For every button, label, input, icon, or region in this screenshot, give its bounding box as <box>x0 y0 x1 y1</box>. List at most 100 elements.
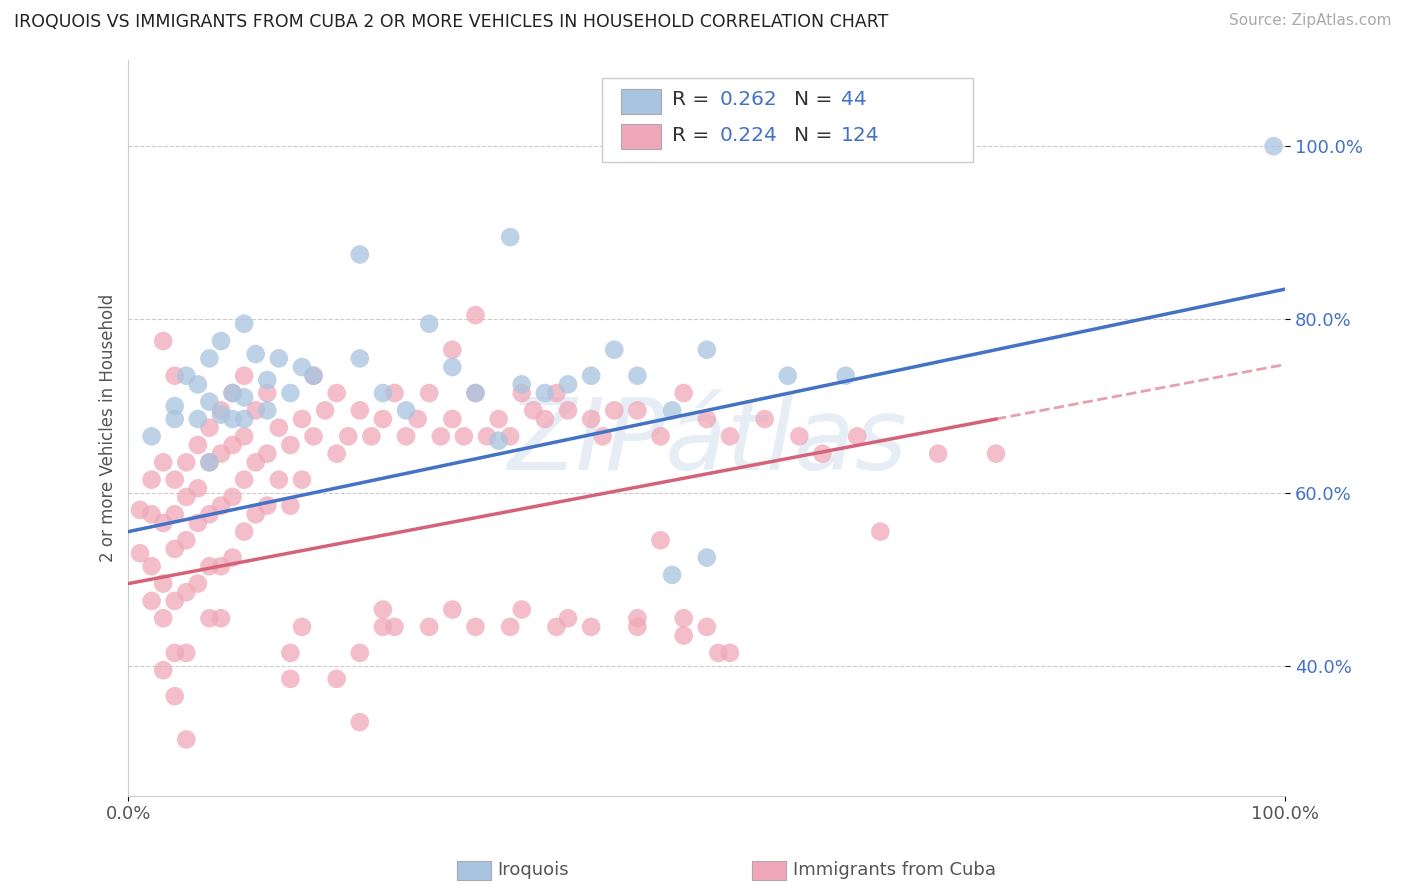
Point <box>302 368 325 383</box>
Point <box>163 368 186 383</box>
Point <box>129 546 152 560</box>
Point <box>256 499 278 513</box>
Point <box>499 230 522 244</box>
Point <box>650 429 672 443</box>
Point <box>349 351 371 366</box>
Point <box>198 455 221 469</box>
Point <box>221 386 243 401</box>
Point <box>579 620 602 634</box>
Point <box>302 429 325 443</box>
Point <box>846 429 869 443</box>
Point <box>245 403 267 417</box>
Point <box>209 611 232 625</box>
Text: ZIPátlas: ZIPátlas <box>508 394 907 491</box>
Point <box>1263 139 1285 153</box>
Point <box>349 403 371 417</box>
Point <box>696 412 718 426</box>
Point <box>707 646 730 660</box>
Point <box>546 386 568 401</box>
Point <box>221 438 243 452</box>
Point <box>198 611 221 625</box>
Text: N =: N = <box>794 126 839 145</box>
Point <box>256 403 278 417</box>
Point <box>626 403 648 417</box>
Point <box>209 408 232 422</box>
Point <box>395 403 418 417</box>
Point <box>314 403 336 417</box>
Point <box>187 412 209 426</box>
Point <box>141 559 163 574</box>
Point <box>499 620 522 634</box>
Point <box>337 429 360 443</box>
Point <box>510 377 533 392</box>
Point <box>141 429 163 443</box>
Point <box>371 412 394 426</box>
Text: Immigrants from Cuba: Immigrants from Cuba <box>793 861 995 879</box>
Point <box>291 473 314 487</box>
Point <box>672 386 695 401</box>
Point <box>510 386 533 401</box>
Point <box>152 334 174 348</box>
Y-axis label: 2 or more Vehicles in Household: 2 or more Vehicles in Household <box>100 293 117 562</box>
Point <box>499 429 522 443</box>
Point <box>233 390 256 404</box>
Point <box>267 473 290 487</box>
Point <box>626 611 648 625</box>
Point <box>371 602 394 616</box>
Point <box>384 386 406 401</box>
Point <box>267 420 290 434</box>
Point <box>429 429 451 443</box>
Point <box>209 499 232 513</box>
Point <box>176 646 198 660</box>
Point <box>176 368 198 383</box>
Point <box>256 447 278 461</box>
Point <box>661 568 683 582</box>
Point <box>579 412 602 426</box>
Point <box>198 420 221 434</box>
Text: 0.262: 0.262 <box>720 90 778 110</box>
Point <box>256 373 278 387</box>
Point <box>198 559 221 574</box>
Point <box>371 620 394 634</box>
Point <box>141 594 163 608</box>
Text: 0.224: 0.224 <box>720 126 778 145</box>
Point <box>187 516 209 530</box>
Point <box>163 689 186 703</box>
Point <box>198 351 221 366</box>
Point <box>187 576 209 591</box>
Point <box>603 343 626 357</box>
Point <box>221 550 243 565</box>
Point <box>546 620 568 634</box>
Point <box>718 646 741 660</box>
Point <box>280 672 302 686</box>
Point <box>176 490 198 504</box>
Point <box>441 359 464 374</box>
Point <box>198 394 221 409</box>
Point <box>176 455 198 469</box>
Point <box>163 508 186 522</box>
Point <box>152 455 174 469</box>
Point <box>152 576 174 591</box>
Point <box>163 399 186 413</box>
Point <box>233 524 256 539</box>
Point <box>927 447 949 461</box>
Point <box>163 473 186 487</box>
Point <box>464 386 486 401</box>
Text: R =: R = <box>672 126 716 145</box>
Point <box>245 508 267 522</box>
Point <box>603 403 626 417</box>
Point <box>418 386 440 401</box>
Point <box>221 490 243 504</box>
Point <box>176 732 198 747</box>
Text: IROQUOIS VS IMMIGRANTS FROM CUBA 2 OR MORE VEHICLES IN HOUSEHOLD CORRELATION CHA: IROQUOIS VS IMMIGRANTS FROM CUBA 2 OR MO… <box>14 13 889 31</box>
Point <box>221 386 243 401</box>
Text: 124: 124 <box>841 126 879 145</box>
Point <box>163 412 186 426</box>
Point <box>280 646 302 660</box>
Point <box>141 473 163 487</box>
Point <box>349 247 371 261</box>
Point <box>349 715 371 730</box>
Point <box>626 620 648 634</box>
Point <box>163 646 186 660</box>
Point <box>579 368 602 383</box>
